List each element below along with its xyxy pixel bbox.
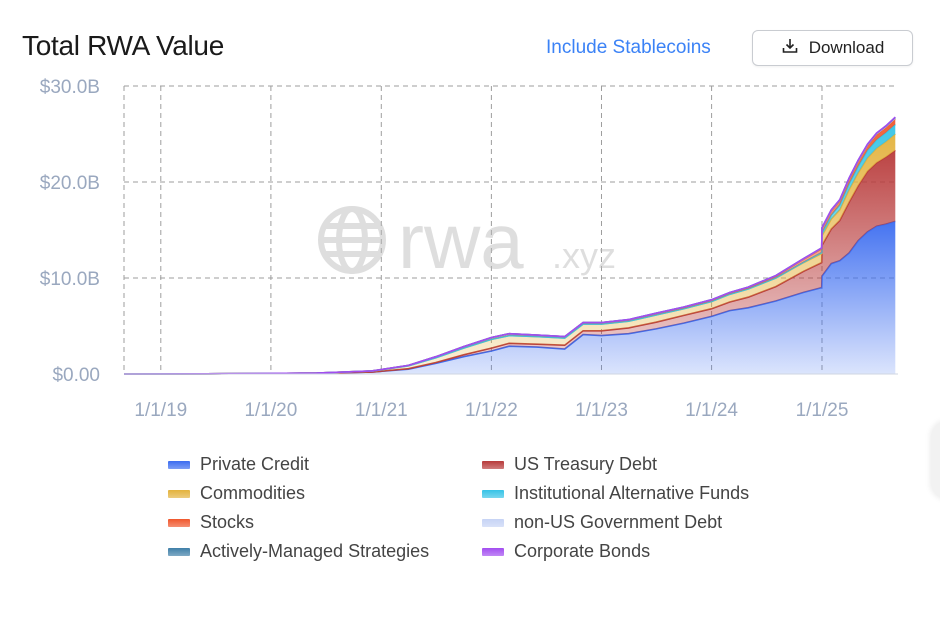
chart-legend: Private Credit US Treasury Debt Commoditie… [168,454,808,562]
x-tick-label: 1/1/20 [244,400,297,421]
globe-icon [318,206,386,274]
legend-item-actively-managed-strategies[interactable]: Actively-Managed Strategies [168,541,482,562]
download-button[interactable]: Download [752,30,913,66]
x-tick-label: 1/1/23 [575,400,628,421]
legend-swatch [482,489,504,498]
legend-label: non-US Government Debt [514,512,723,532]
x-tick-label: 1/1/21 [355,400,408,421]
legend-item-us-treasury-debt[interactable]: US Treasury Debt [482,454,802,475]
area-us-treasury-debt[interactable] [124,150,896,374]
legend-label: Private Credit [200,454,310,474]
x-tick-label: 1/1/19 [134,400,187,421]
x-tick-label: 1/1/22 [465,400,518,421]
legend-swatch [168,547,190,556]
legend-item-institutional-alternative-funds[interactable]: Institutional Alternative Funds [482,483,802,504]
legend-item-private-credit[interactable]: Private Credit [168,454,482,475]
legend-item-stocks[interactable]: Stocks [168,512,482,533]
side-widget[interactable] [932,420,940,500]
line-corporate-bonds [123,116,896,375]
rwa-area-chart: rwa .xyz $0.00 $10.0B $20.0B $30.0B 1/1/19 1/… [40,77,898,421]
legend-swatch [482,460,504,469]
watermark-brand: rwa [398,197,524,285]
legend-label: Corporate Bonds [514,541,651,561]
watermark: rwa .xyz [318,197,616,285]
legend-label: Institutional Alternative Funds [514,483,750,503]
watermark-suffix: .xyz [552,235,616,276]
chart-title: Total RWA Value [22,30,224,61]
series-areas [123,116,896,375]
legend-label: Stocks [200,512,255,532]
legend-item-commodities[interactable]: Commodities [168,483,482,504]
y-tick-label: $20.0B [40,173,100,194]
legend-swatch [482,547,504,556]
y-tick-label: $10.0B [40,269,100,290]
axes: $0.00 $10.0B $20.0B $30.0B 1/1/19 1/1/20 1/1/2… [40,77,898,421]
area-private-credit[interactable] [124,221,896,374]
download-icon [781,37,799,60]
legend-swatch [482,518,504,527]
x-tick-label: 1/1/25 [796,400,849,421]
legend-label: Commodities [200,483,306,503]
legend-item-corporate-bonds[interactable]: Corporate Bonds [482,541,802,562]
x-tick-label: 1/1/24 [685,400,738,421]
legend-item-non-us-government-debt[interactable]: non-US Government Debt [482,512,802,533]
legend-label: US Treasury Debt [514,454,658,474]
legend-swatch [168,460,190,469]
y-tick-label: $30.0B [40,77,100,98]
legend-label: Actively-Managed Strategies [200,541,430,561]
legend-swatch [168,489,190,498]
download-label: Download [808,38,885,57]
include-stablecoins-toggle[interactable]: Include Stablecoins [546,37,711,58]
legend-swatch [168,518,190,527]
y-tick-label: $0.00 [52,365,100,386]
